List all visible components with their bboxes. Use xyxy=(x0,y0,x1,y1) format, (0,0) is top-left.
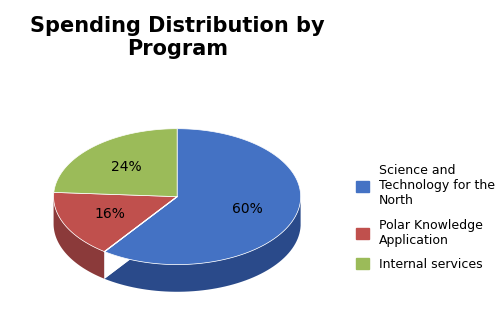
Polygon shape xyxy=(104,129,301,265)
Legend: Science and
Technology for the
North, Polar Knowledge
Application, Internal serv: Science and Technology for the North, Po… xyxy=(356,164,495,271)
Polygon shape xyxy=(104,197,177,279)
Text: 16%: 16% xyxy=(95,207,125,221)
Polygon shape xyxy=(53,197,104,279)
Text: 60%: 60% xyxy=(232,202,263,216)
Polygon shape xyxy=(104,197,177,279)
Polygon shape xyxy=(53,192,177,252)
Title: Spending Distribution by
Program: Spending Distribution by Program xyxy=(30,16,324,59)
Polygon shape xyxy=(54,129,177,197)
Text: 24%: 24% xyxy=(111,160,142,174)
Polygon shape xyxy=(104,199,300,292)
